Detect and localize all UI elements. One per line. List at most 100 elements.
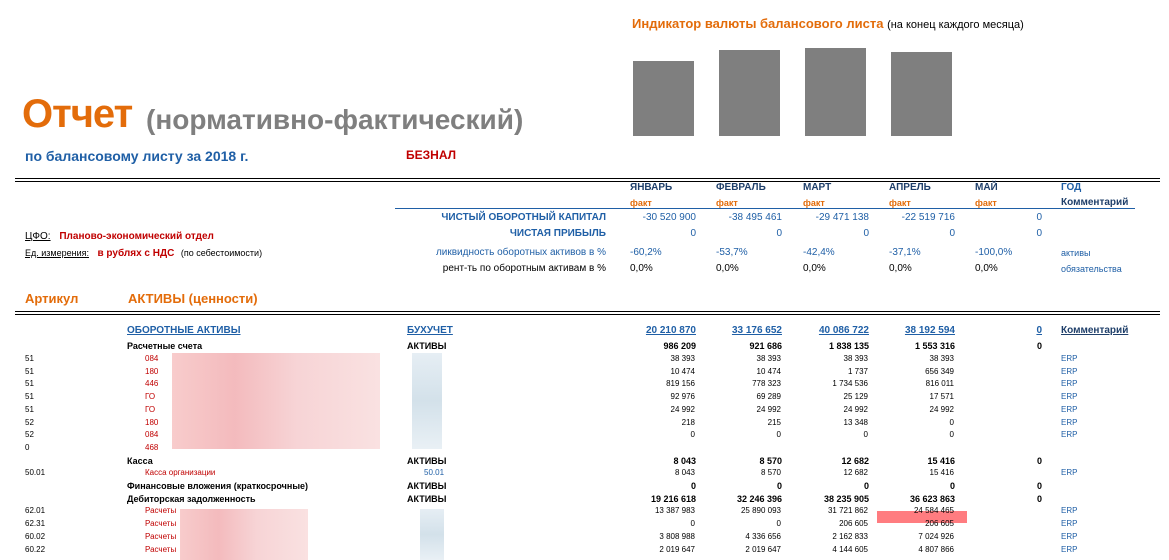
- row-value: 2 162 833: [832, 531, 868, 541]
- kpi-value: -42,4%: [803, 247, 835, 258]
- top-row-value: 20 210 870: [645, 325, 696, 336]
- row-value: 0: [776, 519, 781, 529]
- kpi-note: активы: [1061, 248, 1091, 258]
- month-header: МАРТ: [803, 182, 832, 193]
- row-value: 0: [690, 430, 695, 440]
- top-row: ОБОРОТНЫЕ АКТИВЫ БУХУЧЕТ 20 210 870 33 1…: [0, 325, 1169, 337]
- row-value: 0: [776, 430, 781, 440]
- group-type: АКТИВЫ: [407, 481, 447, 491]
- kpi-value: 0: [690, 228, 696, 239]
- row-value: 24 992: [670, 404, 695, 414]
- row-value: 12 682: [843, 468, 868, 478]
- group-label: Дебиторская задолженность: [127, 493, 256, 504]
- row-value: 2 019 647: [745, 544, 781, 554]
- units-value: в рублях с НДС: [97, 248, 175, 259]
- redacted-area: [412, 353, 442, 449]
- row-value: 38 393: [670, 354, 695, 363]
- row-note: ERP: [1061, 544, 1078, 554]
- row-value: 17 571: [929, 392, 954, 402]
- table-row: 62.01 Расчеты 13 387 983 25 890 093 31 721 8…: [0, 506, 1169, 518]
- row-value: 15 416: [929, 468, 954, 478]
- row-name: 084: [145, 354, 159, 363]
- table-row: 51 ГО 24 992 24 992 24 992 24 992 ERP: [0, 405, 1169, 417]
- group-value: 38 235 905: [823, 493, 869, 504]
- kpi-value: -30 520 900: [642, 212, 696, 223]
- top-row-value: 33 176 652: [731, 325, 782, 336]
- row-code: 62.31: [25, 519, 46, 529]
- top-row-type: БУХУЧЕТ: [407, 325, 453, 336]
- month-kind: факт: [803, 198, 825, 208]
- month-header: ФЕВРАЛЬ: [716, 182, 766, 193]
- row-note: ERP: [1061, 354, 1078, 363]
- row-value: 38 393: [843, 354, 868, 363]
- table-row: 52 084 0 0 0 0 ERP: [0, 430, 1169, 442]
- report-title-sub: (нормативно-фактический): [146, 104, 524, 135]
- kpi-value: 0,0%: [630, 263, 653, 274]
- report-mode: БЕЗНАЛ: [406, 148, 457, 162]
- row-value: 206 605: [925, 519, 954, 529]
- table-row: 60.22 Расчеты 2 019 647 2 019 647 4 144 605 4…: [0, 545, 1169, 557]
- article-header: Артикул: [25, 291, 79, 306]
- row-value: 24 992: [843, 404, 868, 414]
- row-code: 51: [25, 379, 34, 389]
- kpi-value: 0: [1036, 212, 1042, 223]
- row-note: ERP: [1061, 366, 1078, 376]
- row-value: 2 019 647: [659, 544, 695, 554]
- row-name: 180: [145, 366, 159, 376]
- group-value: 15 416: [927, 455, 955, 466]
- row-value: 25 890 093: [740, 506, 781, 516]
- group-value: 36 623 863: [909, 493, 955, 504]
- row-code: 51: [25, 354, 34, 363]
- table-row: 50.01 Касса организации 50.01 8 043 8 570 12 …: [0, 468, 1169, 480]
- row-name: 180: [145, 417, 159, 427]
- group-value: 0: [690, 481, 696, 491]
- row-value: 31 721 862: [827, 506, 868, 516]
- group-value: 1 838 135: [828, 341, 869, 351]
- row-name: ГО: [145, 404, 156, 414]
- group-value: 32 246 396: [736, 493, 782, 504]
- month-kind: факт: [889, 198, 911, 208]
- group-value: 19 216 618: [650, 493, 696, 504]
- row-value: 8 043: [674, 468, 695, 478]
- row-code: 51: [25, 366, 34, 376]
- kpi-value: 0: [863, 228, 869, 239]
- kpi-value: 0: [776, 228, 782, 239]
- row-value: 24 992: [929, 404, 954, 414]
- row-code: 62.01: [25, 506, 46, 516]
- row-value: 25 129: [843, 392, 868, 402]
- row-value: 13 348: [843, 417, 868, 427]
- row-value: 4 336 656: [745, 531, 781, 541]
- group-value: 8 570: [759, 455, 782, 466]
- row-value: 816 011: [925, 379, 954, 389]
- row-name: Расчеты: [145, 519, 177, 529]
- kpi-value: -53,7%: [716, 247, 748, 258]
- group-label: Расчетные счета: [127, 341, 203, 351]
- kpi-value: 0,0%: [889, 263, 912, 274]
- redacted-area: [180, 509, 308, 560]
- kpi-value: -100,0%: [975, 247, 1013, 258]
- row-value: 218: [681, 417, 695, 427]
- row-value: 4 144 605: [832, 544, 868, 554]
- row-value: 0: [863, 430, 868, 440]
- row-name: Расчеты: [145, 544, 177, 554]
- row-name: Касса организации: [145, 468, 216, 478]
- month-kind: факт: [716, 198, 738, 208]
- table-row: 51 446 819 156 778 323 1 734 536 816 011 ERP: [0, 379, 1169, 391]
- group-value: 8 043: [673, 455, 696, 466]
- kpi-label: ликвидность оборотных активов в %: [435, 247, 606, 258]
- row-value: 3 808 988: [659, 531, 695, 541]
- report-subtitle: по балансовому листу за 2018 г.: [25, 148, 249, 164]
- month-header: МАЙ: [975, 182, 998, 193]
- units-note: (по себестоимости): [180, 248, 263, 258]
- row-note: ERP: [1061, 468, 1078, 478]
- section-title: АКТИВЫ (ценности): [128, 291, 258, 306]
- row-value: 7 024 926: [918, 531, 954, 541]
- row-code: 60.22: [25, 544, 46, 554]
- row-value: 10 474: [756, 366, 781, 376]
- group-value: 12 682: [841, 455, 869, 466]
- kpi-value: -22 519 716: [901, 212, 955, 223]
- indicator-bar: [719, 50, 780, 136]
- group-row: Дебиторская задолженность АКТИВЫ 19 216 61…: [0, 494, 1169, 506]
- indicator-bar: [891, 52, 952, 136]
- group-row: Касса АКТИВЫ 8 043 8 570 12 682 15 416 0: [0, 456, 1169, 468]
